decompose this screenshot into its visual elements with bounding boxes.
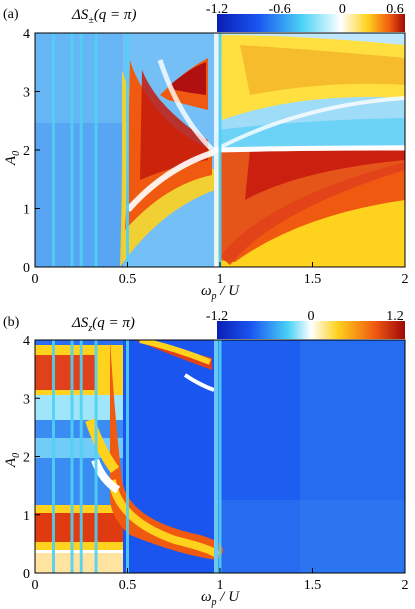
panel-a-resonance-line bbox=[126, 33, 129, 267]
panel-b-colorbar-ticks: -1.2 0 1.2 bbox=[206, 309, 404, 324]
panel-b-ytick-label: 0 bbox=[23, 567, 30, 582]
panel-b-ytick-label: 1 bbox=[23, 509, 30, 524]
panel-a-label: (a) bbox=[3, 7, 19, 22]
panel-b-resonance-line bbox=[94, 340, 98, 573]
panel-b-xtick-label: 0.5 bbox=[119, 578, 137, 593]
panel-b-resonance-line bbox=[52, 340, 55, 573]
panel-b-title: ΔSz(q = π) bbox=[71, 315, 135, 334]
panel-a-colorbar-tick-label: -0.6 bbox=[269, 2, 291, 17]
panel-a-xtick-label: 2 bbox=[402, 272, 409, 287]
panel-b-ylabel: A0 bbox=[3, 453, 22, 468]
panel-a-ytick-label: 1 bbox=[23, 203, 30, 218]
panel-b-ytick-label: 4 bbox=[23, 334, 30, 349]
panel-a-ylabel: A0 bbox=[3, 151, 22, 166]
panel-b-colorbar-tick-label: 1.2 bbox=[386, 309, 404, 324]
panel-a-xtick-label: 1.5 bbox=[304, 272, 322, 287]
panel-a-colorbar-tick-label: 0.6 bbox=[386, 2, 404, 17]
panel-a-colorbar-tick-label: 0 bbox=[339, 2, 346, 17]
panel-b: (b) ΔSz(q = π) -1.2 0 1.2 bbox=[3, 309, 409, 608]
panel-b-resonance-line bbox=[126, 340, 129, 573]
panel-a-ytick-label: 0 bbox=[23, 261, 30, 276]
panel-a-ytick-label: 4 bbox=[23, 27, 30, 42]
panel-a-colorbar-tick-label: -1.2 bbox=[206, 2, 228, 17]
panel-b-heatmap bbox=[35, 340, 405, 573]
panel-b-resonance-line bbox=[79, 340, 83, 573]
panel-b-xtick-label: 1.5 bbox=[304, 578, 322, 593]
panel-a-resonance-line bbox=[52, 33, 55, 267]
panel-a-xtick-label: 0 bbox=[32, 272, 39, 287]
panel-a-ytick-label: 2 bbox=[23, 144, 30, 159]
panel-a: (a) ΔS±(q = π) -1.2 -0.6 0 0.6 bbox=[3, 2, 409, 302]
panel-a-resonance-line bbox=[79, 33, 83, 267]
panel-b-xtick-label: 1 bbox=[217, 578, 224, 593]
panel-b-axes: 0 0.5 1 1.5 2 0 1 2 3 4 bbox=[23, 334, 409, 593]
panel-a-xtick-label: 1 bbox=[217, 272, 224, 287]
panel-b-xlabel: ωp / U bbox=[201, 589, 240, 608]
panel-b-xtick-label: 0 bbox=[32, 578, 39, 593]
panel-b-ytick-label: 3 bbox=[23, 392, 30, 407]
panel-a-heatmap bbox=[35, 33, 405, 267]
panel-b-resonance-line bbox=[218, 340, 222, 573]
panel-a-xlabel: ωp / U bbox=[201, 283, 240, 302]
panel-b-colorbar bbox=[217, 321, 405, 339]
panel-a-colorbar-ticks: -1.2 -0.6 0 0.6 bbox=[206, 2, 404, 17]
panel-a-resonance-line bbox=[218, 33, 222, 267]
panel-b-xtick-label: 2 bbox=[402, 578, 409, 593]
panel-a-xtick-label: 0.5 bbox=[119, 272, 137, 287]
panel-b-ytick-label: 2 bbox=[23, 451, 30, 466]
panel-b-colorbar-tick-label: -1.2 bbox=[206, 309, 228, 324]
panel-a-title: ΔS±(q = π) bbox=[71, 7, 136, 26]
panel-b-label: (b) bbox=[3, 315, 20, 330]
panel-b-resonance-line bbox=[70, 340, 74, 573]
panel-a-axes: 0 0.5 1 1.5 2 0 1 2 3 4 bbox=[23, 27, 409, 287]
panel-a-resonance-line bbox=[70, 33, 74, 267]
panel-a-ytick-label: 3 bbox=[23, 86, 30, 101]
panel-a-colorbar bbox=[217, 14, 405, 32]
panel-b-colorbar-tick-label: 0 bbox=[308, 309, 315, 324]
panel-a-resonance-line bbox=[94, 33, 98, 267]
